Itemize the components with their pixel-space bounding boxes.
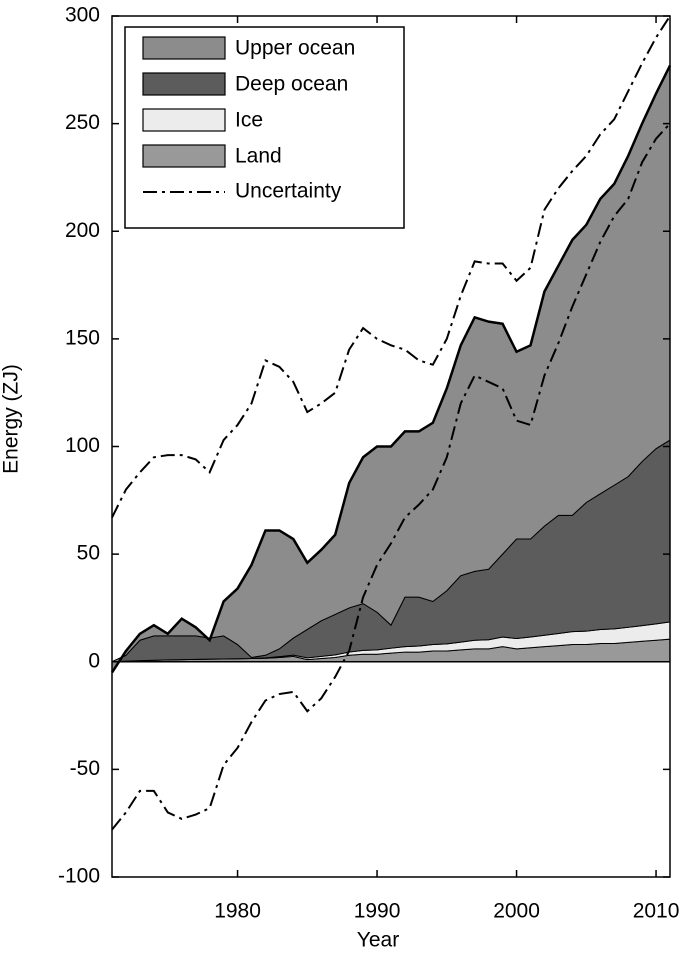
y-tick-label: 0 xyxy=(88,649,100,672)
legend-swatch xyxy=(142,144,226,168)
total-line xyxy=(110,64,672,674)
legend-label: Upper ocean xyxy=(235,37,355,60)
y-tick-label: -100 xyxy=(58,865,100,888)
y-tick-label: -50 xyxy=(70,757,100,780)
y-axis-label: Energy (ZJ) xyxy=(0,364,23,474)
legend-label: Deep ocean xyxy=(235,73,348,96)
uncertainty-line xyxy=(111,122,671,831)
x-tick-label: 1980 xyxy=(214,900,261,923)
y-tick-label: 50 xyxy=(77,542,100,565)
legend-swatch xyxy=(142,72,226,96)
x-tick-label: 2010 xyxy=(633,900,680,923)
x-tick-label: 2000 xyxy=(493,900,540,923)
y-tick-label: 150 xyxy=(65,326,100,349)
legend-label: Ice xyxy=(235,109,263,132)
y-tick-label: 100 xyxy=(65,434,100,457)
y-tick-label: 300 xyxy=(65,4,100,27)
uncertainty-line xyxy=(111,15,671,518)
x-tick-label: 1990 xyxy=(354,900,401,923)
legend-label: Land xyxy=(235,145,282,168)
legend: Upper ocean Deep ocean Ice Land Uncertainty xyxy=(124,26,405,229)
y-tick-label: 200 xyxy=(65,219,100,242)
y-tick-label: 250 xyxy=(65,111,100,134)
legend-label: Uncertainty xyxy=(235,180,342,203)
legend-swatch xyxy=(142,108,226,132)
x-axis-label: Year xyxy=(357,929,399,952)
legend-swatch xyxy=(142,36,226,60)
